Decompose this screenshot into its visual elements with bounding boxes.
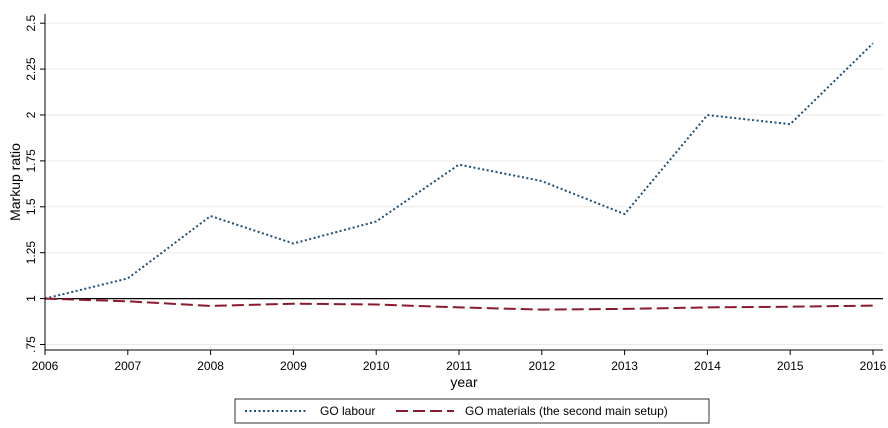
y-tick-label: 2.5 [24, 15, 38, 32]
x-tick-label: 2006 [32, 359, 59, 373]
x-tick-label: 2013 [611, 359, 638, 373]
y-tick-label: .75 [24, 336, 38, 353]
legend-label-go-labour: GO labour [320, 404, 375, 418]
x-axis-label: year [450, 374, 478, 390]
y-tick-label: 1 [24, 295, 38, 302]
x-tick-label: 2012 [528, 359, 555, 373]
x-tick-label: 2008 [197, 359, 224, 373]
x-tick-label: 2014 [694, 359, 721, 373]
x-tick-label: 2015 [777, 359, 804, 373]
series-line-go-materials [44, 297, 874, 311]
x-ticks: 2006 2007 2008 2009 2010 2011 2012 2013 2014 2015… [32, 350, 887, 373]
x-tick-label: 2007 [114, 359, 141, 373]
y-axis-label: Markup ratio [7, 143, 23, 221]
x-tick-label: 2011 [446, 359, 472, 373]
legend-label-go-materials: GO materials (the second main setup) [465, 404, 668, 418]
y-ticks: .75 1 1.25 1.5 1.75 2 2.25 2.5 [24, 15, 45, 353]
x-tick-label: 2010 [363, 359, 390, 373]
legend: GO labour GO materials (the second main … [234, 398, 710, 424]
series-line-go-labour [44, 42, 874, 300]
legend-box [234, 398, 710, 424]
axes [44, 14, 883, 351]
series-lines [44, 42, 874, 311]
y-tick-label: 2.25 [24, 57, 38, 81]
y-tick-label: 1.75 [24, 149, 38, 173]
y-tick-label: 2 [24, 111, 38, 118]
y-tick-label: 1.25 [24, 241, 38, 265]
y-tick-label: 1.5 [24, 198, 38, 215]
x-tick-label: 2009 [280, 359, 307, 373]
x-tick-label: 2016 [860, 359, 887, 373]
gridlines [45, 22, 883, 345]
